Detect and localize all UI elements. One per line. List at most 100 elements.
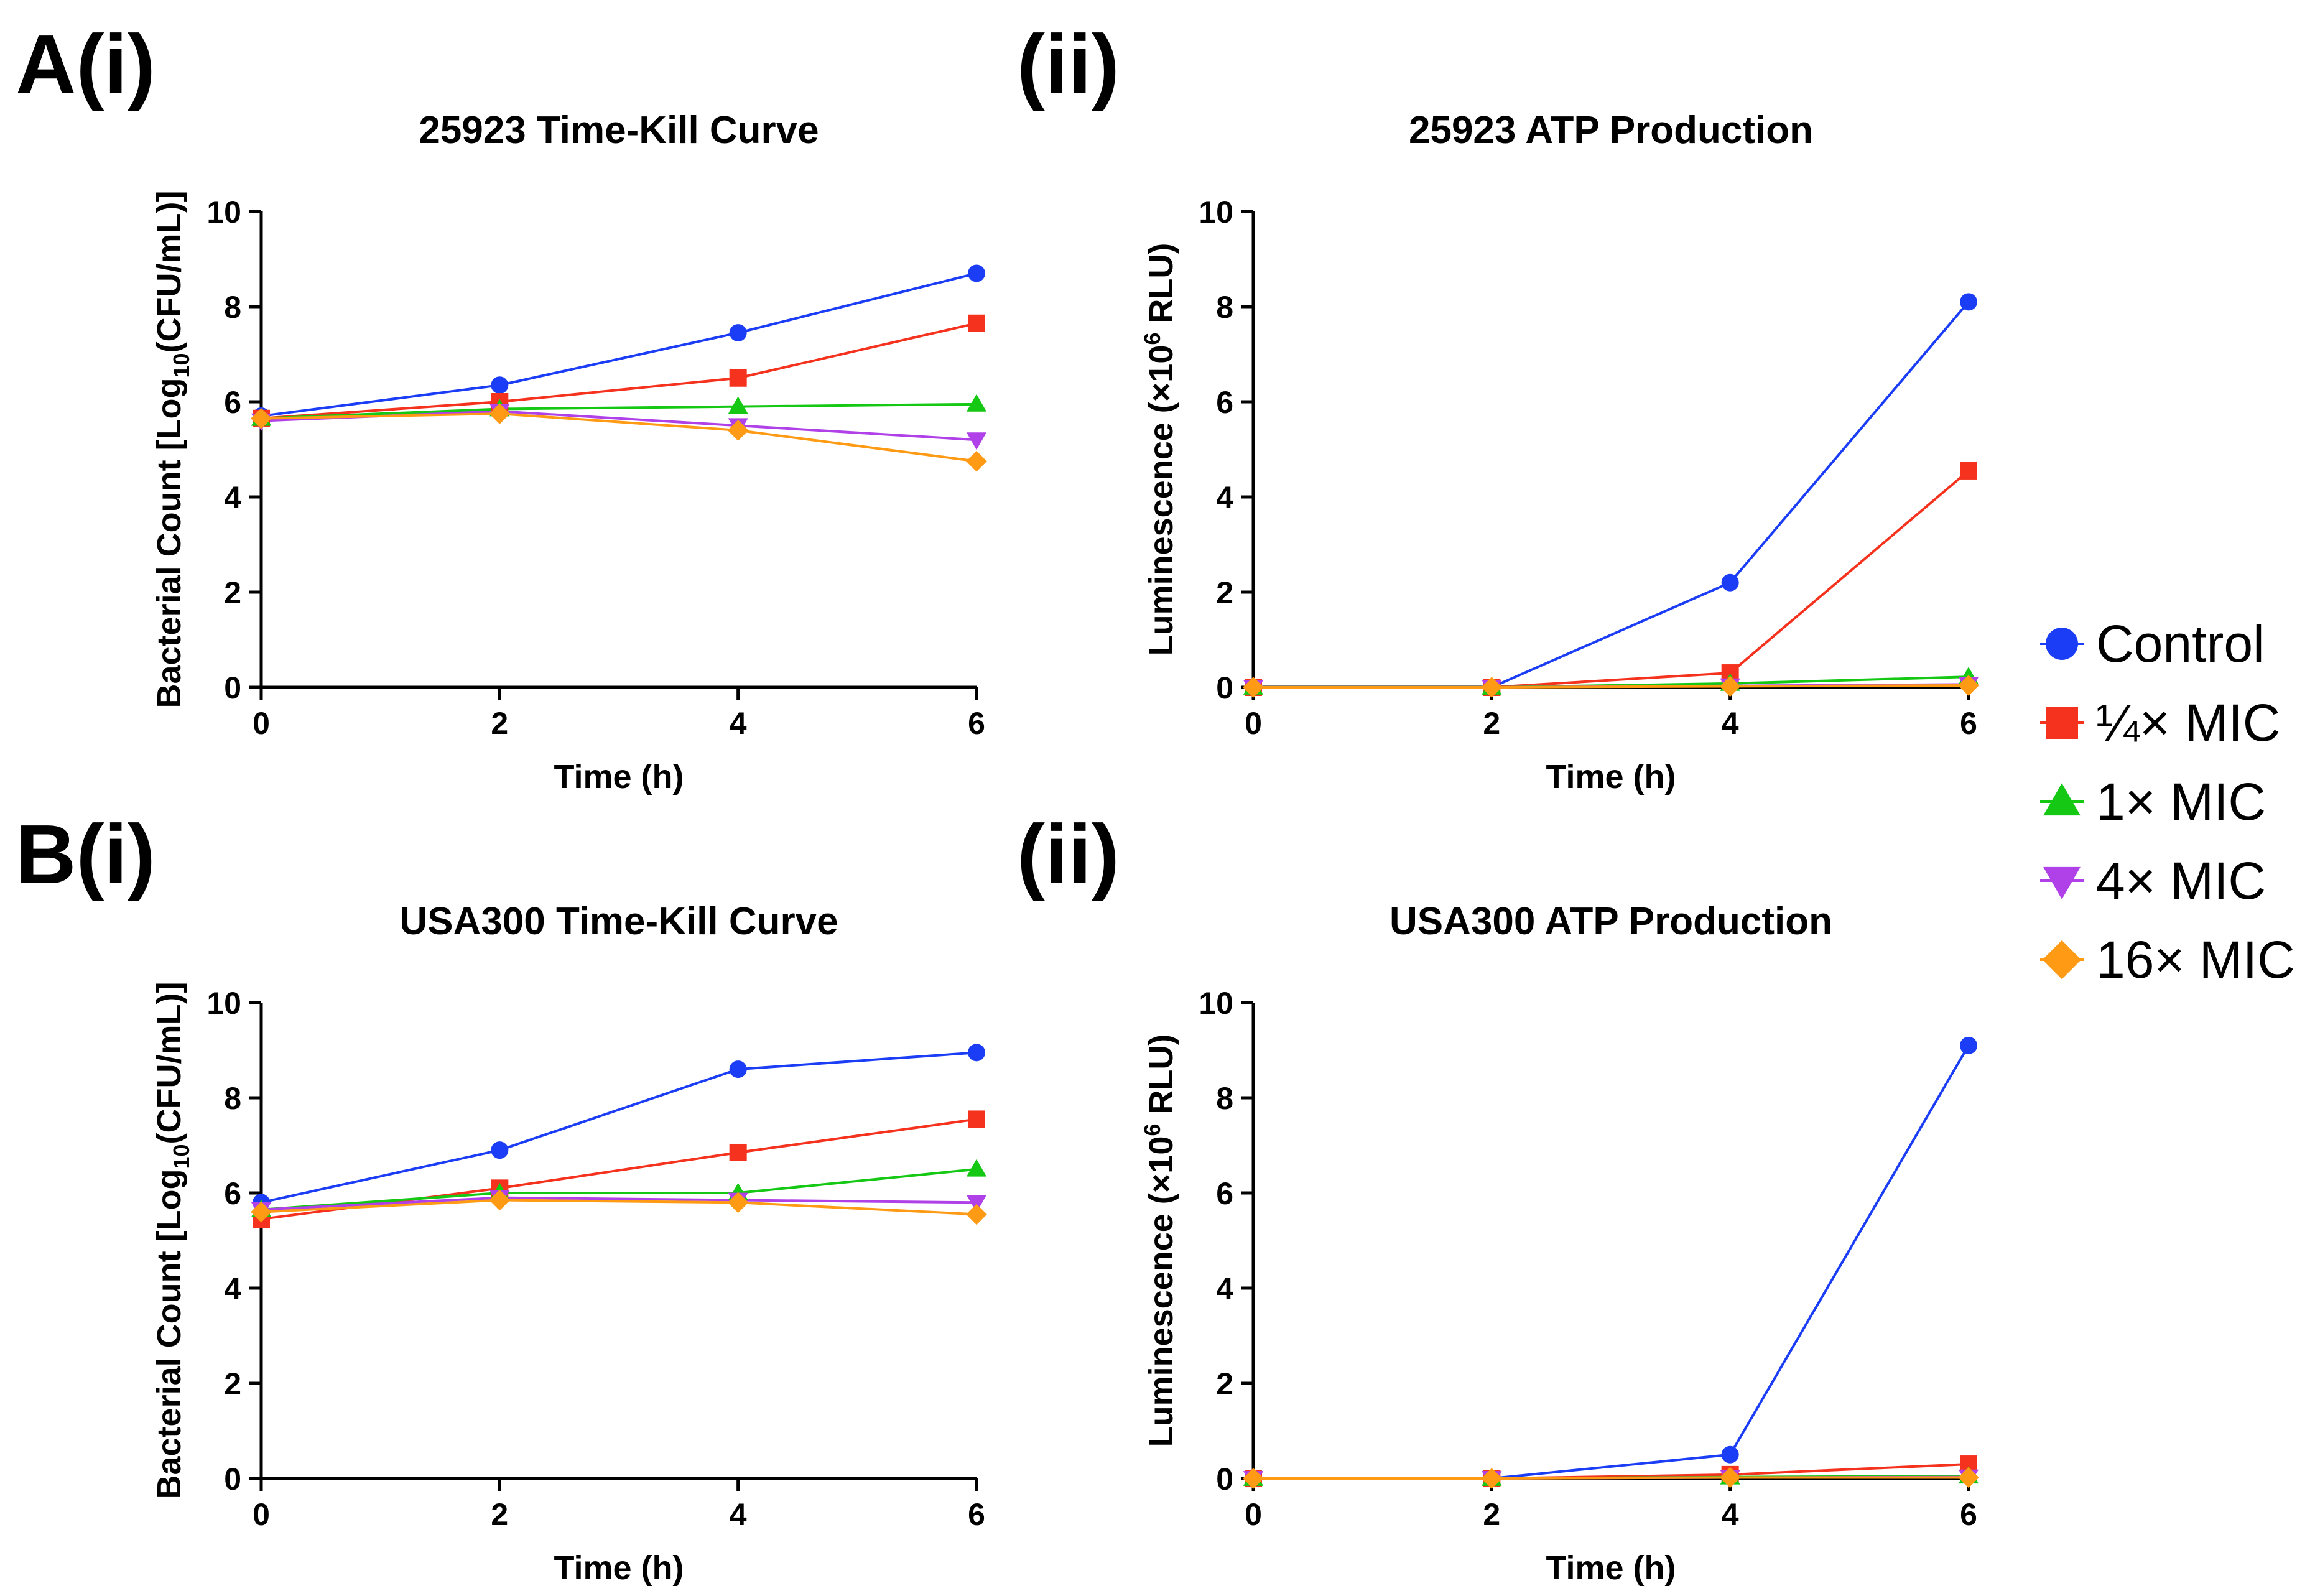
data-point-16x-mic [1719, 675, 1741, 697]
legend-marker-16x-mic [2042, 940, 2082, 980]
data-point-control [968, 1044, 985, 1062]
data-point-16x-mic [489, 403, 511, 424]
data-point-control [729, 324, 747, 342]
chart-title: USA300 Time-Kill Curve [399, 900, 838, 943]
y-tick-label: 2 [1216, 575, 1233, 610]
data-point-16x-mic [1243, 1468, 1264, 1489]
legend-label: 4× MIC [2096, 851, 2266, 910]
data-point-control [968, 264, 985, 282]
y-tick-label: 8 [1216, 1081, 1233, 1116]
panel-label-a-ii: (ii) [1017, 17, 1120, 111]
chart-usa300-time-kill-curve: USA300 Time-Kill Curve 0 2 4 6 8 10 0 2 4 6 Time (h… [151, 900, 987, 1587]
legend-item-16x-mic: 16× MIC [2040, 930, 2295, 989]
data-point-control [729, 1060, 747, 1079]
data-point-16x-mic [1481, 677, 1503, 698]
x-tick-label: 0 [1245, 1497, 1262, 1532]
x-tick-label: 0 [253, 1497, 270, 1532]
legend-marker-1x-mic [2043, 783, 2081, 816]
series-line-quarterx-mic [261, 322, 977, 420]
x-axis-label: Time (h) [1546, 1549, 1676, 1587]
data-point-16x-mic [1719, 1467, 1741, 1488]
y-tick-label: 8 [1216, 290, 1233, 325]
x-tick-label: 2 [491, 706, 508, 741]
y-tick-label: 6 [224, 385, 241, 420]
charts-group: 25923 Time-Kill Curve 0 2 4 6 8 10 0 2 4 6 Time (h)… [151, 109, 1979, 1587]
data-point-16x-mic [1481, 1468, 1503, 1489]
series-line-1x-mic [261, 1167, 977, 1211]
chart-title: USA300 ATP Production [1389, 900, 1832, 943]
chart-25923-atp-production: 25923 ATP Production 0 2 4 6 8 10 0 2 4 6 Time (h) L… [1139, 109, 1979, 796]
y-axis-label: Luminescence (×106 RLU) [1139, 1034, 1180, 1447]
y-tick-label: 0 [224, 1462, 241, 1496]
x-tick-label: 0 [253, 706, 270, 741]
legend-label: ¼× MIC [2096, 694, 2280, 752]
y-tick-label: 2 [224, 575, 241, 610]
y-tick-label: 6 [1216, 385, 1233, 420]
y-tick-label: 4 [224, 480, 241, 515]
data-point-16x-mic [727, 420, 749, 441]
x-tick-label: 2 [1483, 706, 1500, 741]
x-tick-label: 6 [968, 706, 985, 741]
x-tick-label: 6 [1960, 1497, 1977, 1532]
y-tick-label: 2 [1216, 1366, 1233, 1401]
y-axis-label: Luminescence (×106 RLU) [1139, 243, 1180, 656]
data-point-quarterx-mic [968, 314, 985, 332]
data-point-control [1721, 1445, 1739, 1464]
data-point-16x-mic [1958, 675, 1979, 696]
legend-label: Control [2096, 615, 2265, 673]
data-point-quarterx-mic [729, 1143, 747, 1161]
series-line-1x-mic [261, 402, 977, 420]
data-point-16x-mic [251, 407, 272, 429]
x-tick-label: 4 [730, 1497, 747, 1532]
x-tick-label: 6 [1960, 706, 1977, 741]
legend-label: 1× MIC [2096, 772, 2266, 831]
panel-label-b-i: B(i) [16, 807, 155, 901]
y-tick-label: 10 [206, 195, 241, 230]
legend-marker-control [2046, 628, 2078, 660]
x-tick-label: 2 [491, 1497, 508, 1532]
series-line-control [261, 272, 977, 417]
legend-item-quarterx-mic: ¼× MIC [2040, 694, 2280, 752]
chart-title: 25923 ATP Production [1409, 109, 1813, 152]
series-line-4x-mic [261, 1196, 977, 1211]
legend-label: 16× MIC [2096, 930, 2295, 989]
y-tick-label: 2 [224, 1366, 241, 1401]
legend-item-control: Control [2040, 615, 2265, 673]
legend-marker-quarterx-mic [2046, 707, 2078, 739]
y-axis-label: Bacterial Count [Log10(CFU/mL)] [151, 982, 194, 1500]
data-point-1x-mic [728, 396, 748, 414]
y-tick-label: 6 [1216, 1176, 1233, 1211]
series-line-16x-mic [261, 1199, 977, 1216]
data-point-control [1960, 293, 1977, 311]
y-axis-label: Bacterial Count [Log10(CFU/mL)] [151, 191, 194, 708]
y-tick-label: 0 [1216, 1462, 1233, 1496]
data-point-quarterx-mic [729, 369, 747, 387]
panel-label-b-ii: (ii) [1017, 807, 1120, 901]
series-line-16x-mic [261, 412, 977, 463]
y-tick-label: 4 [224, 1271, 241, 1306]
data-point-4x-mic [966, 432, 987, 450]
x-tick-label: 4 [1722, 706, 1739, 741]
data-point-4x-mic [966, 1195, 987, 1213]
series-line-control [1253, 1044, 1970, 1480]
y-tick-label: 10 [1199, 986, 1233, 1021]
data-point-quarterx-mic [1960, 462, 1977, 480]
y-tick-label: 8 [224, 290, 241, 325]
data-point-16x-mic [966, 1204, 987, 1225]
x-tick-label: 2 [1483, 1497, 1500, 1532]
x-tick-label: 6 [968, 1497, 985, 1532]
x-tick-label: 4 [730, 706, 747, 741]
data-point-quarterx-mic [968, 1110, 985, 1128]
data-point-16x-mic [489, 1189, 511, 1211]
legend: Control ¼× MIC 1× MIC 4× MIC 16× MIC [2040, 615, 2295, 989]
y-tick-label: 10 [206, 986, 241, 1021]
y-tick-label: 10 [1199, 195, 1233, 230]
data-point-16x-mic [727, 1192, 749, 1213]
legend-item-1x-mic: 1× MIC [2040, 772, 2266, 831]
chart-title: 25923 Time-Kill Curve [419, 109, 819, 152]
data-point-control [1721, 573, 1739, 592]
series-line-16x-mic [1253, 1476, 1969, 1480]
data-point-1x-mic [966, 394, 987, 412]
data-point-16x-mic [251, 1201, 272, 1223]
